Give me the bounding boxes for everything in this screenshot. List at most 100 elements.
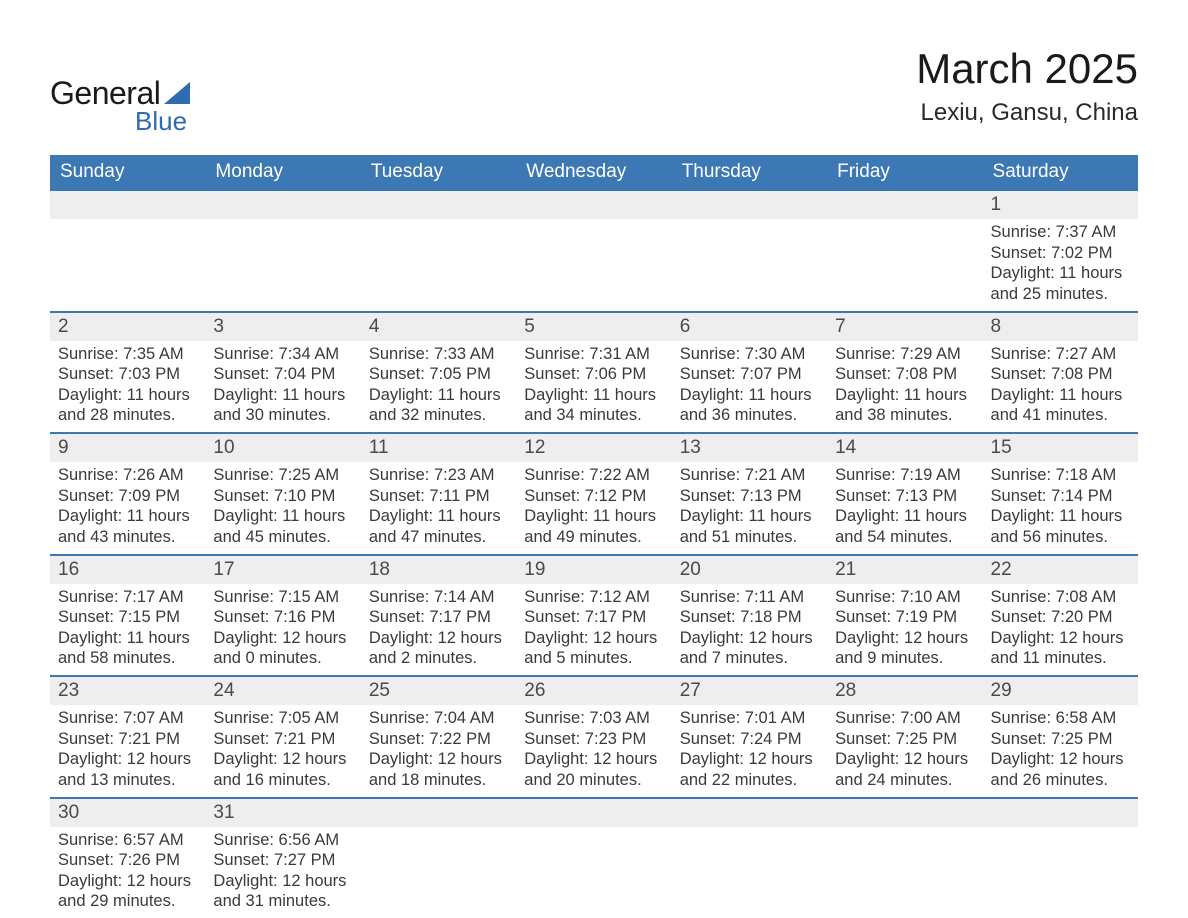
daylight-text: Daylight: 11 hours and 58 minutes. (58, 629, 190, 668)
day-number-cell: 5 (516, 312, 671, 341)
day-number-cell (827, 798, 982, 827)
day-number-cell: 2 (50, 312, 205, 341)
sunset-text: Sunset: 7:02 PM (991, 244, 1113, 262)
day-number-cell: 28 (827, 676, 982, 705)
header: General Blue March 2025 Lexiu, Gansu, Ch… (50, 45, 1138, 137)
day-number-cell: 8 (983, 312, 1138, 341)
day-number-cell: 14 (827, 433, 982, 462)
day-number-cell: 19 (516, 555, 671, 584)
day-number-cell: 18 (361, 555, 516, 584)
sunset-text: Sunset: 7:19 PM (835, 608, 957, 626)
day-content-cell: Sunrise: 7:31 AMSunset: 7:06 PMDaylight:… (516, 341, 671, 434)
daynum-row: 16171819202122 (50, 555, 1138, 584)
day-number-cell: 10 (205, 433, 360, 462)
sunrise-text: Sunrise: 7:17 AM (58, 588, 184, 606)
sunrise-text: Sunrise: 7:21 AM (680, 466, 806, 484)
day-header: Sunday (50, 155, 205, 190)
daylight-text: Daylight: 11 hours and 51 minutes. (680, 507, 812, 546)
day-number-cell: 27 (672, 676, 827, 705)
sunrise-text: Sunrise: 7:26 AM (58, 466, 184, 484)
sunrise-text: Sunrise: 7:25 AM (213, 466, 339, 484)
daylight-text: Daylight: 11 hours and 43 minutes. (58, 507, 190, 546)
content-row: Sunrise: 7:35 AMSunset: 7:03 PMDaylight:… (50, 341, 1138, 434)
sunset-text: Sunset: 7:04 PM (213, 365, 335, 383)
sunrise-text: Sunrise: 7:05 AM (213, 709, 339, 727)
daylight-text: Daylight: 12 hours and 18 minutes. (369, 750, 502, 789)
day-content-cell: Sunrise: 7:00 AMSunset: 7:25 PMDaylight:… (827, 705, 982, 798)
daylight-text: Daylight: 12 hours and 0 minutes. (213, 629, 346, 668)
sunrise-text: Sunrise: 7:27 AM (991, 345, 1117, 363)
day-number-cell (516, 798, 671, 827)
day-number-cell (672, 190, 827, 219)
day-content-cell: Sunrise: 7:29 AMSunset: 7:08 PMDaylight:… (827, 341, 982, 434)
day-content-cell: Sunrise: 7:21 AM Sunset: 7:13 PM Daylight:… (672, 462, 827, 555)
daylight-text: Daylight: 12 hours and 20 minutes. (524, 750, 657, 789)
sunset-text: Sunset: 7:11 PM (369, 487, 490, 505)
day-content-cell: Sunrise: 7:22 AMSunset: 7:12 PMDaylight:… (516, 462, 671, 555)
daylight-text: Daylight: 12 hours and 5 minutes. (524, 629, 657, 668)
sunrise-text: Sunrise: 7:03 AM (524, 709, 650, 727)
daylight-text: Daylight: 12 hours and 2 minutes. (369, 629, 502, 668)
day-number-cell: 31 (205, 798, 360, 827)
sunset-text: Sunset: 7:17 PM (369, 608, 491, 626)
sunrise-text: Sunrise: 7:34 AM (213, 345, 339, 363)
sunrise-text: Sunrise: 7:19 AM (835, 466, 961, 484)
month-title: March 2025 (916, 45, 1138, 93)
day-number-cell (827, 190, 982, 219)
location-subtitle: Lexiu, Gansu, China (916, 99, 1138, 127)
day-content-cell: Sunrise: 7:14 AM Sunset: 7:17 PM Daylight:… (361, 584, 516, 677)
day-header: Friday (827, 155, 982, 190)
daylight-text: Daylight: 12 hours and 26 minutes. (991, 750, 1124, 789)
sunrise-text: Sunrise: 7:23 AM (369, 466, 495, 484)
day-number-cell: 30 (50, 798, 205, 827)
sunset-text: Sunset: 7:12 PM (524, 487, 646, 505)
sunset-text: Sunset: 7:16 PM (213, 608, 335, 626)
day-content-cell (516, 219, 671, 312)
sunset-text: Sunset: 7:25 PM (991, 730, 1113, 748)
content-row: Sunrise: 7:37 AMSunset: 7:02 PMDaylight:… (50, 219, 1138, 312)
day-header: Saturday (983, 155, 1138, 190)
day-content-cell (827, 827, 982, 918)
daylight-text: Daylight: 11 hours and 34 minutes. (524, 386, 656, 425)
daynum-row: 1 (50, 190, 1138, 219)
day-content-cell: Sunrise: 6:56 AMSunset: 7:27 PMDaylight:… (205, 827, 360, 918)
sunrise-text: Sunrise: 7:04 AM (369, 709, 495, 727)
day-content-cell: Sunrise: 7:12 AMSunset: 7:17 PMDaylight:… (516, 584, 671, 677)
brand-triangle-icon (164, 82, 190, 109)
day-content-cell (672, 827, 827, 918)
sunset-text: Sunset: 7:23 PM (524, 730, 646, 748)
daynum-row: 23242526272829 (50, 676, 1138, 705)
day-content-cell: Sunrise: 6:58 AMSunset: 7:25 PMDaylight:… (983, 705, 1138, 798)
day-number-cell: 22 (983, 555, 1138, 584)
day-number-cell: 24 (205, 676, 360, 705)
day-number-cell: 17 (205, 555, 360, 584)
daylight-text: Daylight: 11 hours and 54 minutes. (835, 507, 967, 546)
daylight-text: Daylight: 12 hours and 29 minutes. (58, 872, 191, 911)
day-number-cell: 3 (205, 312, 360, 341)
sunset-text: Sunset: 7:17 PM (524, 608, 646, 626)
sunset-text: Sunset: 7:03 PM (58, 365, 180, 383)
title-block: March 2025 Lexiu, Gansu, China (916, 45, 1138, 127)
sunrise-text: Sunrise: 7:10 AM (835, 588, 961, 606)
calendar-body: 1Sunrise: 7:37 AMSunset: 7:02 PMDaylight… (50, 190, 1138, 918)
day-number-cell (361, 190, 516, 219)
day-content-cell: Sunrise: 7:19 AMSunset: 7:13 PMDaylight:… (827, 462, 982, 555)
day-content-cell (827, 219, 982, 312)
sunset-text: Sunset: 7:13 PM (680, 487, 802, 505)
day-number-cell: 6 (672, 312, 827, 341)
sunset-text: Sunset: 7:09 PM (58, 487, 180, 505)
daylight-text: Daylight: 11 hours and 32 minutes. (369, 386, 501, 425)
sunrise-text: Sunrise: 6:57 AM (58, 831, 184, 849)
day-header: Tuesday (361, 155, 516, 190)
day-number-cell: 9 (50, 433, 205, 462)
daylight-text: Daylight: 11 hours and 56 minutes. (991, 507, 1123, 546)
sunrise-text: Sunrise: 7:30 AM (680, 345, 806, 363)
sunset-text: Sunset: 7:26 PM (58, 851, 180, 869)
sunrise-text: Sunrise: 7:07 AM (58, 709, 184, 727)
day-number-cell (672, 798, 827, 827)
day-content-cell (205, 219, 360, 312)
daylight-text: Daylight: 11 hours and 49 minutes. (524, 507, 656, 546)
daylight-text: Daylight: 11 hours and 36 minutes. (680, 386, 812, 425)
sunrise-text: Sunrise: 7:14 AM (369, 588, 495, 606)
daylight-text: Daylight: 11 hours and 25 minutes. (991, 264, 1123, 303)
